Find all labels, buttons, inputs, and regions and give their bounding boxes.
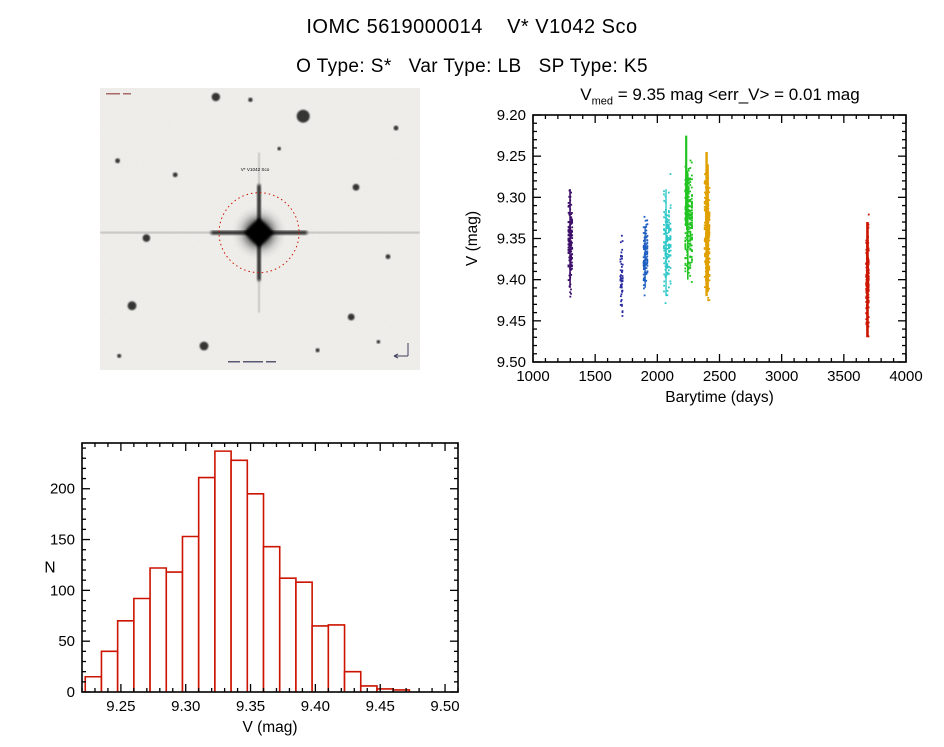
y-tick-label: 150 xyxy=(50,532,75,549)
field-star xyxy=(199,341,209,351)
histogram-bar xyxy=(214,450,232,692)
histogram-bar xyxy=(262,545,281,692)
histogram-bar xyxy=(230,459,249,692)
x-tick-label: 3000 xyxy=(765,368,798,385)
y-tick-label: 100 xyxy=(50,582,75,599)
tick-labels: 1000 1500 2000 2500 3000 3500 4000 9.20 9.25 9.30… xyxy=(464,107,923,406)
aperture-circle xyxy=(218,192,300,274)
x-tick-label: 9.35 xyxy=(236,698,265,715)
x-tick-label: 9.45 xyxy=(366,698,395,715)
series-epoch-2 xyxy=(619,234,624,317)
lightcurve-title: Vmed = 9.35 mag <err_V> = 0.01 mag xyxy=(505,85,935,107)
field-star xyxy=(211,92,221,102)
lightcurve-chart: 1000 1500 2000 2500 3000 3500 4000 9.20 9.25 9.30… xyxy=(455,80,925,410)
finder-svg: V* V1042 Sco xyxy=(100,88,420,370)
histogram-bar xyxy=(100,650,119,692)
field-star xyxy=(296,109,310,123)
x-tick-label: 2000 xyxy=(641,368,674,385)
histogram-bar xyxy=(84,675,103,692)
histogram-bar xyxy=(311,625,330,692)
data-points xyxy=(567,135,870,338)
central-star-core xyxy=(244,217,275,248)
lightcurve-svg: 1000 1500 2000 2500 3000 3500 4000 9.20 9.25 9.30… xyxy=(464,107,923,406)
x-axis-label: Barytime (days) xyxy=(665,389,774,406)
series-epoch-4 xyxy=(662,173,672,305)
x-tick-label: 9.30 xyxy=(171,698,200,715)
field-star xyxy=(115,158,120,164)
y-tick-label: 200 xyxy=(50,481,75,498)
series-epoch-3 xyxy=(642,215,649,297)
lightcurve-title-rest: = 9.35 mag <err_V> = 0.01 mag xyxy=(613,85,860,104)
y-tick-label: 9.30 xyxy=(497,189,526,206)
histogram-bar xyxy=(181,535,200,692)
histogram-bar xyxy=(165,571,184,692)
y-tick-label: 0 xyxy=(67,684,75,701)
field-star xyxy=(347,313,355,321)
tick-labels: 9.25 9.30 9.35 9.40 9.45 9.50 0 50 100 150 200 V (m… xyxy=(44,481,459,736)
histogram-chart: 9.25 9.30 9.35 9.40 9.45 9.50 0 50 100 150 200 V (m… xyxy=(40,430,480,747)
y-tick-label: 9.45 xyxy=(497,313,526,330)
field-star xyxy=(248,97,253,103)
y-tick-label: 9.20 xyxy=(497,107,526,124)
field-star xyxy=(127,301,137,311)
y-tick-label: 9.35 xyxy=(497,231,526,248)
series-epoch-5 xyxy=(684,135,693,283)
field-star xyxy=(376,340,381,344)
field-star xyxy=(117,353,122,358)
field-star xyxy=(172,172,178,178)
axes xyxy=(532,114,907,363)
page-title: IOMC 5619000014 V* V1042 Sco xyxy=(306,16,638,38)
target-label: V* V1042 Sco xyxy=(241,167,270,172)
x-tick-label: 1500 xyxy=(578,368,611,385)
finder-chart-image: V* V1042 Sco xyxy=(100,88,420,370)
y-axis-label: N xyxy=(44,560,55,577)
histogram-bar xyxy=(359,685,378,692)
corner-annotations xyxy=(106,93,131,95)
histogram-bar xyxy=(133,597,151,692)
x-tick-label: 1000 xyxy=(516,368,549,385)
field-stars xyxy=(115,92,399,358)
field-star xyxy=(315,348,320,353)
field-star xyxy=(142,234,151,242)
histogram-bar xyxy=(327,624,346,692)
histogram-bar xyxy=(116,620,135,692)
x-tick-label: 4000 xyxy=(889,368,922,385)
field-star xyxy=(385,254,391,260)
lightcurve-title-sub: med xyxy=(591,95,614,108)
histogram-bar xyxy=(149,567,168,692)
y-tick-label: 9.25 xyxy=(497,148,526,165)
x-tick-label: 2500 xyxy=(703,368,736,385)
y-axis-label: V (mag) xyxy=(464,211,481,266)
compass-arrow xyxy=(393,343,409,359)
field-star xyxy=(393,125,399,131)
y-tick-label: 9.40 xyxy=(497,272,526,289)
x-tick-label: 9.25 xyxy=(106,698,135,715)
histogram-bars xyxy=(84,450,411,692)
y-tick-label: 50 xyxy=(58,633,75,650)
field-star xyxy=(352,183,360,191)
y-tick-label: 9.50 xyxy=(497,354,526,371)
x-tick-label: 3500 xyxy=(827,368,860,385)
series-epoch-7 xyxy=(865,213,870,338)
histogram-bar xyxy=(343,670,362,692)
x-tick-label: 9.50 xyxy=(430,698,459,715)
histogram-bar xyxy=(295,581,313,692)
histogram-bar xyxy=(197,476,216,692)
series-epoch-6 xyxy=(703,152,711,302)
histogram-bar xyxy=(246,493,265,692)
histogram-bar xyxy=(278,577,297,692)
histogram-svg: 9.25 9.30 9.35 9.40 9.45 9.50 0 50 100 150 200 V (m… xyxy=(44,442,460,736)
field-star xyxy=(277,146,281,151)
page-subtitle: O Type: S* Var Type: LB SP Type: K5 xyxy=(296,56,648,77)
x-tick-label: 9.40 xyxy=(301,698,330,715)
lightcurve-title-v: V xyxy=(580,85,592,104)
series-epoch-1 xyxy=(567,189,574,298)
x-axis-label: V (mag) xyxy=(242,719,297,736)
axes xyxy=(81,442,459,693)
footer-annotations xyxy=(228,361,276,363)
